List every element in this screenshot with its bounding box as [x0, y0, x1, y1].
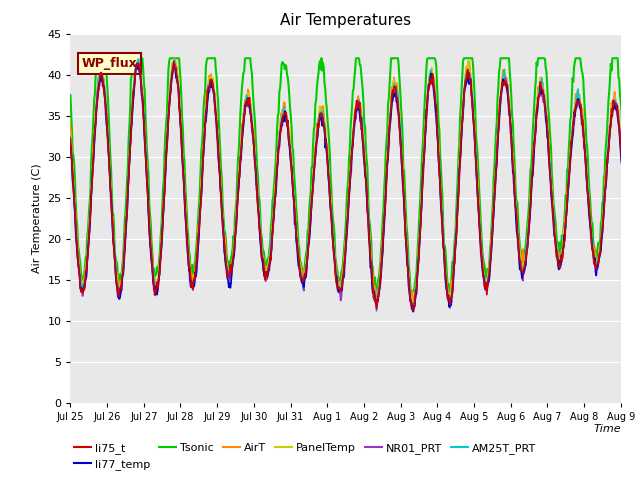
AM25T_PRT: [136, 70, 144, 75]
PanelTemp: [460, 106, 467, 111]
AM25T_PRT: [67, 133, 74, 139]
AirT: [273, 149, 281, 155]
AirT: [171, 55, 179, 61]
Tsonic: [136, 55, 144, 61]
Title: Air Temperatures: Air Temperatures: [280, 13, 411, 28]
Line: PanelTemp: PanelTemp: [70, 59, 640, 311]
Y-axis label: Air Temperature (C): Air Temperature (C): [32, 164, 42, 273]
AirT: [410, 300, 417, 305]
AirT: [136, 59, 143, 64]
Line: NR01_PRT: NR01_PRT: [70, 64, 640, 311]
Legend: li75_t, li77_temp, Tsonic, AirT, PanelTemp, NR01_PRT, AM25T_PRT: li75_t, li77_temp, Tsonic, AirT, PanelTe…: [70, 438, 541, 474]
AirT: [426, 71, 434, 77]
NR01_PRT: [244, 104, 252, 109]
li77_temp: [296, 262, 303, 268]
Tsonic: [67, 92, 74, 98]
Tsonic: [296, 246, 303, 252]
li77_temp: [244, 95, 252, 101]
PanelTemp: [136, 68, 144, 74]
li77_temp: [426, 76, 434, 82]
li75_t: [296, 261, 303, 267]
li77_temp: [410, 309, 417, 315]
li75_t: [426, 76, 434, 82]
Tsonic: [93, 55, 100, 61]
Line: AirT: AirT: [70, 58, 640, 302]
NR01_PRT: [296, 265, 303, 271]
li75_t: [67, 136, 74, 142]
Line: Tsonic: Tsonic: [70, 58, 640, 297]
AM25T_PRT: [426, 72, 434, 78]
li75_t: [170, 59, 177, 64]
PanelTemp: [296, 263, 303, 269]
Tsonic: [460, 58, 467, 64]
AM25T_PRT: [244, 98, 252, 104]
li75_t: [409, 308, 417, 313]
NR01_PRT: [372, 308, 380, 313]
Tsonic: [372, 294, 380, 300]
AM25T_PRT: [134, 56, 142, 62]
li77_temp: [67, 142, 74, 148]
X-axis label: Time: Time: [593, 423, 621, 433]
AirT: [244, 86, 252, 92]
AirT: [460, 97, 467, 103]
Line: AM25T_PRT: AM25T_PRT: [70, 59, 640, 309]
li75_t: [244, 97, 252, 103]
NR01_PRT: [426, 77, 434, 83]
li77_temp: [460, 108, 467, 114]
AM25T_PRT: [409, 306, 417, 312]
li75_t: [136, 64, 143, 70]
NR01_PRT: [273, 164, 281, 170]
NR01_PRT: [67, 141, 74, 147]
li75_t: [460, 108, 467, 114]
PanelTemp: [273, 166, 281, 171]
li75_t: [273, 162, 281, 168]
Line: li77_temp: li77_temp: [70, 65, 640, 312]
PanelTemp: [67, 133, 74, 139]
li77_temp: [273, 168, 281, 174]
PanelTemp: [244, 89, 252, 95]
AM25T_PRT: [296, 265, 303, 271]
PanelTemp: [132, 56, 140, 61]
PanelTemp: [409, 308, 417, 313]
NR01_PRT: [460, 113, 467, 119]
Tsonic: [273, 126, 281, 132]
AM25T_PRT: [273, 167, 281, 173]
AM25T_PRT: [460, 105, 467, 111]
li77_temp: [136, 69, 143, 75]
li77_temp: [170, 62, 177, 68]
Line: li75_t: li75_t: [70, 61, 640, 311]
Tsonic: [426, 55, 434, 61]
Text: WP_flux: WP_flux: [81, 57, 137, 70]
AirT: [296, 262, 303, 267]
PanelTemp: [426, 68, 434, 74]
AirT: [67, 123, 74, 129]
Tsonic: [244, 55, 252, 61]
NR01_PRT: [172, 61, 179, 67]
NR01_PRT: [136, 64, 143, 70]
